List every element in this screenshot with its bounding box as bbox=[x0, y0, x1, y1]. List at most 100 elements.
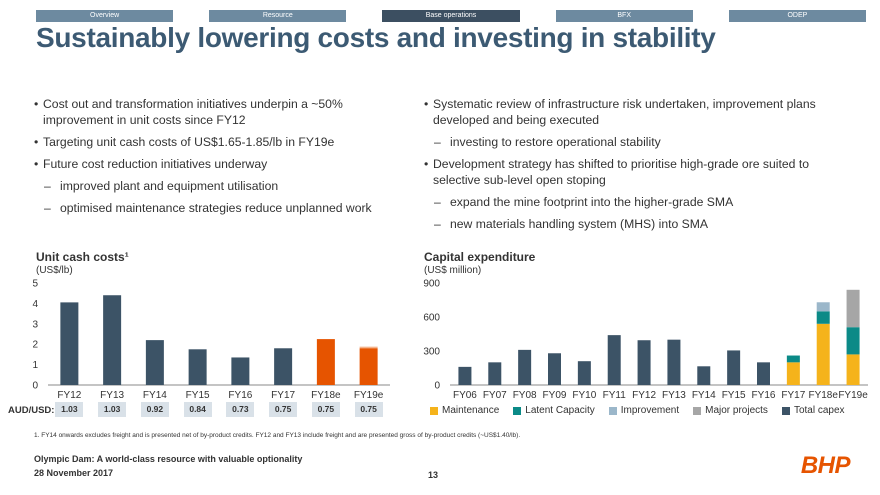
aud-usd-value: 0.75 bbox=[354, 402, 383, 417]
nav-tab-bfx[interactable]: BFX bbox=[555, 10, 693, 22]
bar-segment bbox=[607, 335, 621, 385]
x-tick-label: FY19e bbox=[838, 390, 868, 401]
aud-usd-value: 1.03 bbox=[98, 402, 127, 417]
bar bbox=[188, 349, 207, 385]
sub-bullet: improved plant and equipment utilisation bbox=[34, 178, 414, 194]
aud-usd-value: 0.75 bbox=[269, 402, 298, 417]
y-tick-label: 600 bbox=[423, 313, 440, 324]
bullet: Future cost reduction initiatives underw… bbox=[34, 156, 414, 172]
bullet: Cost out and transformation initiatives … bbox=[34, 96, 414, 128]
aud-usd-value: 0.73 bbox=[226, 402, 255, 417]
bullet: Development strategy has shifted to prio… bbox=[424, 156, 854, 188]
bhp-logo: BHP bbox=[800, 452, 851, 479]
y-tick-label: 0 bbox=[32, 381, 38, 392]
x-tick-label: FY10 bbox=[572, 390, 596, 401]
legend-swatch bbox=[693, 406, 702, 415]
bar-segment bbox=[458, 366, 472, 385]
aud-usd-value: 1.03 bbox=[55, 402, 84, 417]
bar-segment bbox=[727, 350, 741, 385]
bar-segment bbox=[697, 366, 711, 385]
bar-segment bbox=[757, 362, 770, 385]
y-tick-label: 3 bbox=[32, 319, 38, 330]
y-tick-label: 5 bbox=[32, 279, 38, 290]
capex-chart: 0 300 600 900 FY06 FY07 FY08 FY09 FY10 FY11 FY12 FY… bbox=[423, 279, 868, 402]
left-bullet-list: Cost out and transformation initiatives … bbox=[34, 96, 414, 222]
y-tick-label: 0 bbox=[434, 381, 440, 392]
bar-segment bbox=[816, 311, 830, 324]
x-tick-label: FY17 bbox=[271, 390, 295, 401]
x-tick-label: FY16 bbox=[228, 390, 252, 401]
capex-chart-title: Capital expenditure bbox=[424, 250, 536, 264]
sub-bullet: new materials handling system (MHS) into… bbox=[424, 216, 854, 232]
x-tick-label: FY15 bbox=[186, 390, 210, 401]
legend-label: Improvement bbox=[620, 405, 680, 416]
legend-label: Total capex bbox=[793, 405, 845, 416]
aud-usd-value: 0.84 bbox=[183, 402, 212, 417]
x-tick-label: FY13 bbox=[662, 390, 686, 401]
y-tick-label: 1 bbox=[32, 360, 38, 371]
footer-title: Olympic Dam: A world-class resource with… bbox=[34, 454, 303, 464]
bar-segment bbox=[488, 362, 502, 385]
aud-usd-label: AUD/USD: bbox=[8, 405, 55, 416]
x-tick-label: FY12 bbox=[632, 390, 656, 401]
x-tick-label: FY12 bbox=[57, 390, 81, 401]
x-tick-label: FY14 bbox=[143, 390, 167, 401]
y-tick-label: 2 bbox=[32, 340, 38, 351]
nav-tab-overview[interactable]: Overview bbox=[36, 10, 174, 22]
bar bbox=[359, 348, 378, 385]
bar bbox=[103, 295, 122, 385]
legend-swatch bbox=[513, 406, 522, 415]
bar bbox=[316, 339, 335, 385]
page-number: 13 bbox=[428, 470, 439, 480]
x-tick-label: FY16 bbox=[752, 390, 776, 401]
x-tick-label: FY06 bbox=[453, 390, 477, 401]
y-tick-label: 4 bbox=[32, 299, 38, 310]
y-tick-label: 300 bbox=[423, 347, 440, 358]
bar-segment bbox=[577, 361, 591, 385]
bar-segment bbox=[786, 362, 800, 385]
nav-tab-resource[interactable]: Resource bbox=[209, 10, 347, 22]
bar bbox=[145, 340, 164, 385]
aud-usd-value: 0.92 bbox=[140, 402, 169, 417]
unit-cost-chart-subtitle: (US$/lb) bbox=[36, 265, 73, 276]
unit-cost-chart: 0 1 2 3 4 5 FY12 FY13 FY14 FY15 FY16 FY17 FY18e FY19e bbox=[32, 279, 390, 401]
x-tick-label: FY17 bbox=[781, 390, 805, 401]
bar-segment bbox=[786, 355, 800, 363]
bar-segment bbox=[846, 327, 860, 355]
x-tick-label: FY09 bbox=[543, 390, 567, 401]
sub-bullet: investing to restore operational stabili… bbox=[424, 134, 854, 150]
bar-segment bbox=[846, 289, 860, 328]
legend-item: Major projects bbox=[693, 405, 768, 416]
unit-cost-chart-title: Unit cash costs¹ bbox=[36, 250, 129, 264]
legend-swatch bbox=[430, 406, 438, 415]
bar-segment bbox=[816, 302, 830, 312]
legend-item: Maintenance bbox=[430, 405, 499, 416]
sub-bullet: expand the mine footprint into the highe… bbox=[424, 194, 854, 210]
nav-tab-base-operations[interactable]: Base operations bbox=[382, 10, 520, 22]
bar-segment bbox=[518, 349, 532, 385]
bar-segment bbox=[667, 339, 681, 385]
bar-segment bbox=[637, 340, 651, 385]
bar bbox=[274, 348, 293, 385]
nav-tab-odep[interactable]: ODEP bbox=[728, 10, 867, 22]
legend-label: Latent Capacity bbox=[525, 405, 595, 416]
legend-label: Major projects bbox=[705, 405, 768, 416]
sub-bullet: optimised maintenance strategies reduce … bbox=[34, 200, 414, 216]
x-tick-label: FY19e bbox=[354, 390, 384, 401]
bullet: Systematic review of infrastructure risk… bbox=[424, 96, 854, 128]
y-tick-label: 900 bbox=[423, 279, 440, 290]
section-nav: Overview Resource Base operations BFX OD… bbox=[36, 10, 867, 22]
footnote: 1. FY14 onwards excludes freight and is … bbox=[34, 432, 521, 439]
bar bbox=[60, 302, 79, 385]
bar-segment bbox=[846, 354, 860, 385]
x-tick-label: FY14 bbox=[692, 390, 716, 401]
legend-item: Latent Capacity bbox=[513, 405, 595, 416]
x-tick-label: FY15 bbox=[722, 390, 746, 401]
bullet: Targeting unit cash costs of US$1.65-1.8… bbox=[34, 134, 414, 150]
aud-usd-value: 0.75 bbox=[311, 402, 340, 417]
x-tick-label: FY13 bbox=[100, 390, 124, 401]
capex-chart-subtitle: (US$ million) bbox=[424, 265, 482, 276]
x-tick-label: FY18e bbox=[311, 390, 341, 401]
bar-range bbox=[359, 346, 378, 349]
footer-date: 28 November 2017 bbox=[34, 468, 114, 478]
